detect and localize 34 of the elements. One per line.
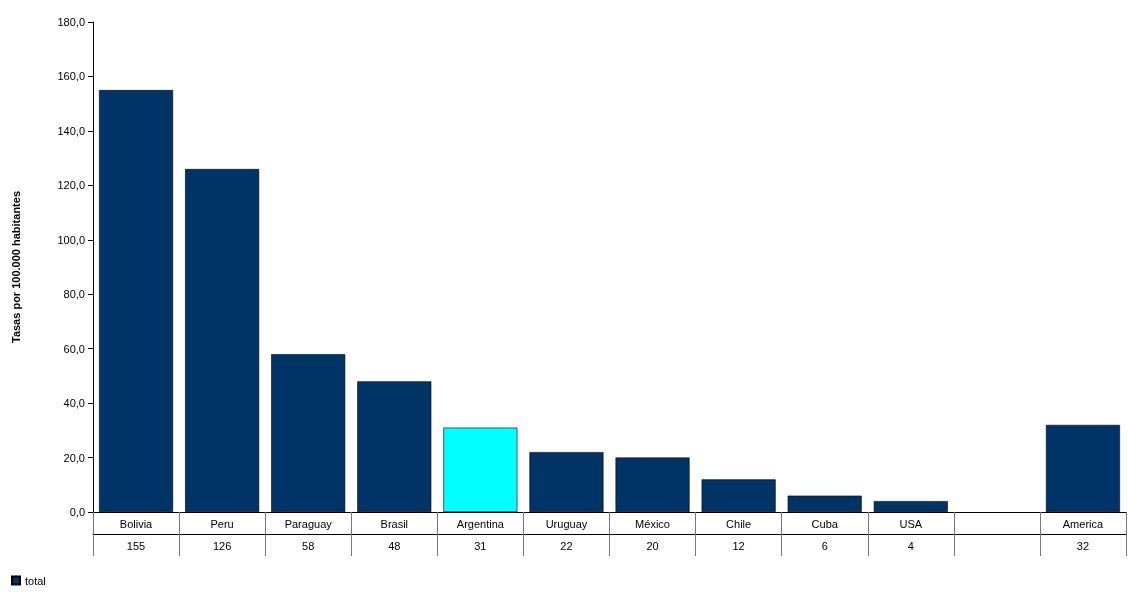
x-tick-label: USA (899, 517, 923, 530)
y-tick-label: 180,0 (57, 16, 85, 28)
data-label: 31 (474, 539, 487, 552)
x-tick-label: Argentina (456, 517, 505, 530)
x-tick-label: Peru (210, 517, 234, 530)
legend-label: total (25, 574, 46, 587)
x-tick-label: Bolivia (119, 517, 154, 530)
data-label: 126 (212, 539, 232, 552)
x-tick-label: Cuba (811, 517, 839, 530)
data-label: 32 (1076, 539, 1090, 552)
x-tick-label: Uruguay (545, 517, 588, 530)
x-tick-label: America (1062, 517, 1105, 530)
y-axis-title: Tasas por 100.000 habitantes (9, 190, 22, 344)
data-label: 12 (732, 539, 745, 552)
y-tick-label: 0,0 (69, 506, 85, 518)
x-tick-label: México (635, 517, 670, 530)
data-label: 155 (126, 539, 146, 552)
data-label: 4 (907, 539, 914, 552)
data-label: 22 (560, 539, 573, 552)
data-label: 20 (646, 539, 659, 552)
data-label: 48 (388, 539, 401, 552)
data-label: 58 (302, 539, 315, 552)
x-tick-label: Chile (726, 517, 752, 530)
y-tick-label: 60,0 (63, 342, 85, 355)
y-tick-label: 80,0 (63, 288, 85, 301)
data-label: 6 (821, 539, 828, 552)
y-tick-label: 20,0 (63, 451, 85, 464)
x-tick-label: Paraguay (284, 517, 333, 530)
y-tick-label: 100,0 (57, 233, 85, 246)
x-tick-label: Brasil (380, 517, 409, 530)
y-tick-label: 40,0 (63, 397, 85, 410)
y-tick-label: 160,0 (57, 70, 85, 83)
y-tick-label: 120,0 (57, 179, 85, 192)
y-tick-label: 140,0 (57, 124, 85, 137)
